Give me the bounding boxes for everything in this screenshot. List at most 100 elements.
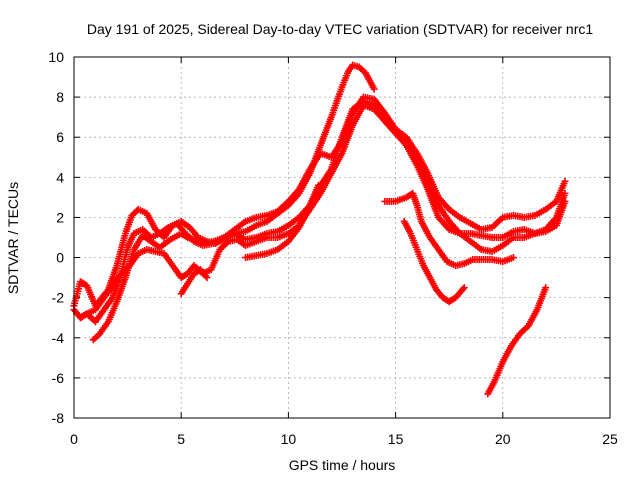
data-point-marker: [414, 204, 425, 223]
data-point-marker: [471, 256, 483, 264]
data-point-marker: [436, 215, 452, 232]
x-tick-label: 0: [70, 431, 78, 447]
series-track-2: [70, 93, 569, 310]
data-point-marker: [501, 254, 515, 265]
data-point-marker: [203, 274, 211, 282]
data-point-marker: [127, 252, 141, 268]
data-point-marker: [227, 236, 239, 245]
data-point-marker: [78, 311, 89, 321]
data-point-marker: [485, 380, 497, 396]
data-point-marker: [427, 236, 441, 252]
data-point-marker: [458, 215, 472, 226]
series-track-8: [400, 217, 468, 306]
data-point-marker: [339, 123, 356, 155]
data-point-marker: [533, 207, 548, 218]
data-point-marker: [132, 226, 144, 236]
series-track-4: [76, 101, 569, 322]
data-point-marker: [171, 218, 183, 228]
data-point-marker: [235, 237, 248, 248]
data-point-marker: [561, 177, 569, 185]
data-point-marker: [275, 199, 291, 214]
data-point-marker: [425, 188, 442, 219]
x-tick-label: 5: [177, 431, 185, 447]
data-point-marker: [362, 102, 376, 112]
data-point-marker: [367, 79, 377, 91]
data-point-marker: [553, 200, 568, 227]
data-point-marker: [534, 286, 549, 311]
data-point-marker: [468, 239, 484, 252]
data-point-marker: [91, 331, 102, 342]
data-point-marker: [131, 234, 145, 252]
plot-frame: [73, 56, 611, 419]
data-point-marker: [275, 239, 291, 252]
data-point-marker: [129, 207, 141, 218]
data-point-marker: [186, 234, 196, 243]
data-point-marker: [401, 219, 414, 235]
data-point-marker: [140, 227, 153, 240]
data-point-marker: [346, 63, 355, 73]
data-point-marker: [222, 230, 237, 241]
y-tick-label: 10: [48, 49, 64, 65]
data-point-marker: [404, 139, 420, 159]
data-point-marker: [561, 197, 569, 205]
data-point-marker: [185, 272, 197, 286]
y-tick-label: 6: [56, 129, 64, 145]
series-track-7: [381, 189, 518, 270]
x-tick-label: 15: [388, 431, 404, 447]
data-point-marker: [161, 223, 175, 239]
data-point-marker: [542, 284, 550, 292]
x-tick-label: 10: [281, 431, 297, 447]
data-point-marker: [93, 296, 107, 312]
data-point-marker: [522, 230, 537, 241]
y-axis-label: SDTVAR / TECUs: [5, 182, 21, 294]
data-point-marker: [421, 264, 433, 280]
data-point-marker: [319, 150, 333, 160]
data-point-marker: [350, 103, 366, 127]
data-point-marker: [317, 115, 334, 147]
data-point-marker: [447, 207, 462, 220]
data-point-marker: [351, 98, 366, 112]
data-point-marker: [136, 247, 149, 257]
y-tick-label: -8: [52, 410, 65, 426]
data-point-marker: [339, 107, 356, 139]
data-point-marker: [97, 320, 111, 336]
data-point-marker: [110, 272, 124, 288]
y-tick-label: -4: [52, 330, 65, 346]
data-point-marker: [276, 230, 290, 241]
data-point-marker: [218, 239, 231, 252]
data-point-marker: [372, 107, 387, 123]
data-point-marker: [453, 285, 467, 300]
data-point-marker: [414, 248, 427, 267]
x-axis-label: GPS time / hours: [289, 457, 396, 473]
data-point-marker: [509, 332, 523, 348]
data-point-marker: [328, 151, 345, 175]
y-tick-label: -6: [52, 370, 65, 386]
data-point-marker: [339, 69, 352, 89]
data-point-marker: [490, 243, 505, 254]
data-point-marker: [140, 233, 153, 244]
y-tick-label: 2: [56, 209, 64, 225]
series-track-1: [70, 61, 378, 326]
data-point-marker: [169, 231, 183, 242]
data-point-marker: [286, 187, 302, 204]
data-point-marker: [436, 248, 450, 264]
data-point-marker: [149, 239, 162, 250]
data-point-marker: [328, 85, 345, 119]
data-point-marker: [158, 237, 173, 250]
data-point-marker: [490, 215, 505, 230]
data-point-marker: [125, 231, 137, 250]
data-point-marker: [244, 223, 258, 234]
data-point-marker: [544, 223, 558, 234]
data-point-marker: [265, 246, 280, 257]
data-point-marker: [296, 204, 313, 229]
data-point-marker: [414, 155, 431, 179]
data-point-marker: [307, 184, 321, 207]
data-point-marker: [122, 214, 135, 235]
data-point-marker: [114, 276, 129, 303]
data-point-marker: [382, 111, 398, 131]
data-point-marker: [543, 199, 559, 212]
data-point-marker: [170, 264, 184, 280]
data-point-marker: [208, 248, 223, 271]
series-track-5: [177, 266, 211, 298]
